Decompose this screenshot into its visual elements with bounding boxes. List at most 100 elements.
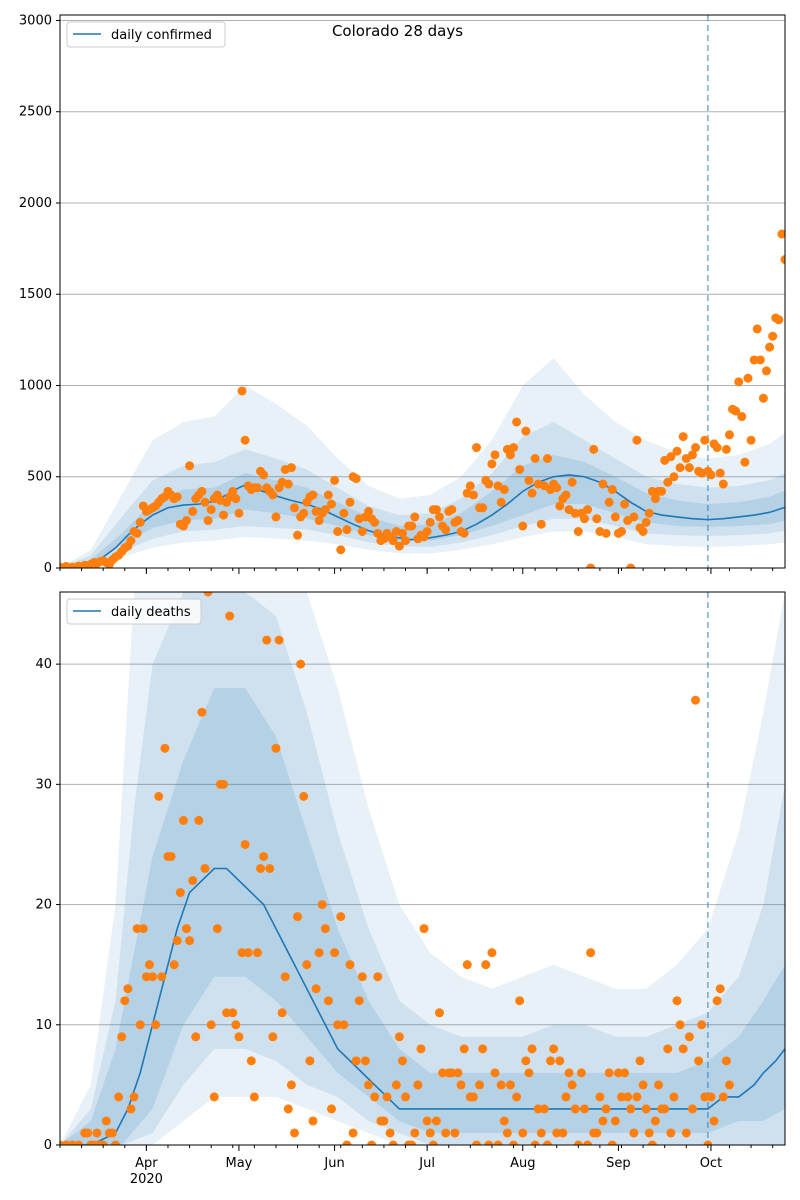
data-point: [339, 508, 349, 518]
data-point: [111, 1140, 121, 1145]
x-tick-label: Apr: [135, 1156, 158, 1171]
data-point: [567, 477, 577, 487]
data-point: [441, 1128, 451, 1138]
data-point: [512, 1092, 522, 1102]
data-point: [293, 530, 303, 540]
data-point: [314, 516, 324, 526]
data-point: [401, 536, 411, 546]
data-point: [181, 924, 191, 934]
data-point: [465, 481, 475, 491]
x-tick-label: Jul: [418, 1156, 435, 1171]
data-point: [373, 972, 383, 982]
data-point: [459, 528, 469, 538]
data-point: [252, 948, 262, 958]
data-point: [132, 528, 142, 538]
data-point: [422, 1116, 432, 1126]
y-tick-label: 2500: [19, 105, 52, 120]
data-point: [243, 948, 253, 958]
data-point: [490, 450, 500, 460]
data-point: [83, 1128, 93, 1138]
data-point: [209, 1092, 219, 1102]
data-point: [626, 563, 636, 568]
data-point: [524, 475, 534, 485]
data-point: [268, 490, 278, 500]
data-point: [533, 1104, 543, 1114]
data-point: [185, 461, 195, 471]
x-year-label: 2020: [130, 1172, 163, 1187]
data-point: [536, 1128, 546, 1138]
data-point: [604, 497, 614, 507]
data-point: [752, 324, 762, 334]
data-point: [743, 373, 753, 383]
data-point: [237, 386, 247, 396]
data-point: [225, 611, 235, 621]
data-point: [607, 1140, 617, 1145]
data-point: [348, 1128, 358, 1138]
y-tick-label: 1000: [19, 378, 52, 393]
data-point: [484, 1140, 494, 1145]
data-point: [296, 659, 306, 669]
data-point: [203, 516, 213, 526]
confirmed-panel: 0 500 1000 1500 2000 2500 3000 Colorado 28 days…: [19, 13, 786, 576]
data-point: [589, 444, 599, 454]
data-point: [320, 505, 330, 515]
uncertainty-band-1: [60, 592, 785, 1145]
data-point: [737, 412, 747, 422]
data-point: [333, 526, 343, 536]
data-point: [610, 1116, 620, 1126]
data-point: [468, 490, 478, 500]
deaths-panel: 0 10 20 30 40 Apr May Jun Jul Aug Sep Oct 2020 daily …: [35, 591, 786, 1187]
data-point: [441, 525, 451, 535]
data-point: [706, 470, 716, 480]
data-point: [777, 229, 785, 239]
data-point: [468, 1092, 478, 1102]
data-point: [114, 1092, 124, 1102]
data-point: [330, 948, 340, 958]
data-point: [515, 464, 525, 474]
data-point: [552, 483, 562, 493]
data-point: [691, 443, 701, 453]
data-point: [749, 355, 759, 365]
data-point: [703, 1140, 713, 1145]
data-point: [345, 960, 355, 970]
plot-area: [60, 15, 785, 568]
data-point: [521, 426, 531, 436]
data-point: [691, 695, 701, 705]
data-point: [493, 1140, 503, 1145]
data-point: [724, 430, 734, 440]
y-tick-label: 2000: [19, 196, 52, 211]
data-point: [478, 1044, 488, 1054]
data-point: [542, 1140, 552, 1145]
data-point: [672, 446, 682, 456]
data-point: [222, 1008, 232, 1018]
data-point: [496, 497, 506, 507]
data-point: [401, 1092, 411, 1102]
data-point: [657, 486, 667, 496]
data-point: [660, 1104, 670, 1114]
uncertainty-band-0: [60, 592, 785, 1145]
data-point: [259, 470, 269, 480]
data-point: [323, 490, 333, 500]
data-point: [654, 1080, 664, 1090]
data-point: [206, 505, 216, 515]
data-point: [172, 936, 182, 946]
data-point: [120, 996, 130, 1006]
data-point: [397, 1056, 407, 1066]
data-point: [496, 1080, 506, 1090]
data-point: [715, 984, 725, 994]
data-point: [672, 996, 682, 1006]
data-point: [505, 1080, 515, 1090]
data-point: [333, 1020, 343, 1030]
data-point: [731, 406, 741, 416]
data-point: [487, 459, 497, 469]
data-point: [502, 1128, 512, 1138]
data-point: [342, 525, 352, 535]
data-point: [542, 453, 552, 463]
data-point: [262, 635, 272, 645]
data-point: [620, 499, 630, 509]
data-point: [447, 505, 457, 515]
data-point: [669, 1092, 679, 1102]
data-point: [758, 393, 768, 403]
data-point: [721, 1056, 731, 1066]
data-point: [391, 1080, 401, 1090]
